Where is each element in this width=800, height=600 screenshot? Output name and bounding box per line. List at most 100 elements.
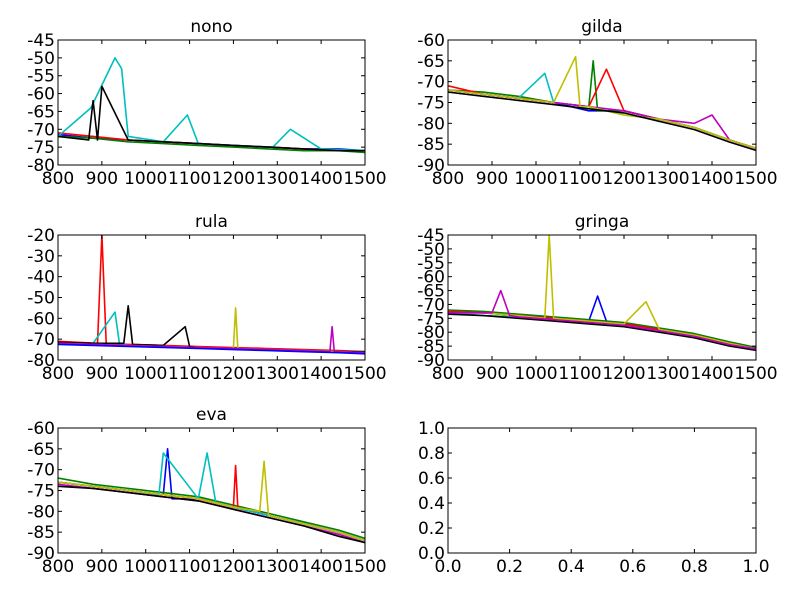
series-line-5 [58, 85, 365, 152]
plot-area [448, 428, 756, 553]
subplot-nono: 800 900 1000 1100 1200 1300 1400 1500-45-50-55-… [27, 17, 386, 189]
x-tick-label: 0.4 [558, 557, 585, 577]
series-line-4 [58, 57, 365, 152]
subplot-eva: 800 900 1000 1100 1200 1300 1400 1500-60-65-70-… [27, 405, 386, 577]
y-tick-label: -90 [417, 351, 445, 371]
x-tick-label: 1200 [602, 169, 645, 189]
x-tick-label: 1100 [168, 557, 211, 577]
y-tick-label: -65 [417, 282, 445, 302]
axes-frame [447, 234, 757, 361]
x-tick-label: 900 [86, 169, 118, 189]
x-tick-label: 1400 [690, 169, 733, 189]
x-tick-label: 1500 [343, 169, 386, 189]
series-line-6 [448, 55, 756, 150]
x-tick-label: 0.2 [496, 557, 523, 577]
x-tick-label: 1200 [212, 169, 255, 189]
series-line-5 [58, 325, 365, 354]
y-tick-label: -55 [27, 67, 55, 87]
series-line-6 [448, 313, 756, 352]
x-tick-label: 900 [86, 557, 118, 577]
y-tick-label: -85 [417, 135, 445, 155]
y-tick-label: -60 [27, 85, 55, 105]
y-tick-label: -80 [27, 156, 55, 176]
series-line-6 [58, 460, 365, 542]
x-tick-label: 0.8 [681, 557, 708, 577]
x-tick-label: 900 [476, 364, 508, 384]
series-line-1 [58, 235, 365, 353]
x-tick-label: 800 [42, 557, 74, 577]
plot-area [58, 235, 365, 360]
x-tick-label: 900 [476, 169, 508, 189]
x-tick-label: 1300 [256, 169, 299, 189]
subplot-rula: 800 900 1000 1100 1200 1300 1400 1500-20-30-40-… [27, 212, 386, 384]
x-tick-label: 1200 [602, 364, 645, 384]
x-tick-label: 1200 [212, 364, 255, 384]
x-tick-label: 1000 [514, 169, 557, 189]
series-line-5 [448, 235, 756, 350]
subplot-gilda: 800 900 1000 1100 1200 1300 1400 1500-60-65-70-… [417, 17, 777, 189]
x-tick-label: 1000 [124, 169, 167, 189]
y-tick-label: -60 [27, 419, 55, 439]
y-tick-label: -80 [27, 502, 55, 522]
x-tick-label: 800 [432, 364, 464, 384]
axes-frame [57, 39, 366, 166]
x-tick-label: 1300 [646, 169, 689, 189]
subplot-title: nono [190, 17, 232, 37]
y-tick-label: -75 [27, 482, 55, 502]
x-tick-label: 1.0 [742, 557, 769, 577]
subplot-title: gringa [575, 212, 630, 232]
x-tick-label: 1300 [646, 364, 689, 384]
x-tick-label: 800 [42, 169, 74, 189]
x-tick-label: 1100 [168, 169, 211, 189]
x-tick-label: 1400 [690, 364, 733, 384]
y-tick-label: -70 [27, 330, 55, 350]
y-tick-label: -40 [27, 268, 55, 288]
x-tick-label: 1100 [168, 364, 211, 384]
y-tick-label: -55 [417, 254, 445, 274]
plot-area [448, 40, 756, 165]
y-tick-label: -90 [417, 156, 445, 176]
x-tick-label: 1100 [558, 169, 601, 189]
y-tick-label: -50 [417, 240, 445, 260]
x-tick-label: 1500 [343, 557, 386, 577]
x-tick-label: 1300 [256, 364, 299, 384]
y-tick-label: -75 [417, 309, 445, 329]
y-tick-label: -85 [417, 337, 445, 357]
series-line-2 [448, 309, 756, 349]
subplot-gringa: 800 900 1000 1100 1200 1300 1400 1500-45-50-55-… [417, 212, 777, 384]
y-tick-label: 0.2 [418, 519, 445, 539]
y-tick-label: 0.8 [418, 444, 445, 464]
x-tick-label: 1000 [124, 557, 167, 577]
y-tick-label: -75 [27, 138, 55, 158]
subplot-title: eva [196, 405, 227, 425]
x-tick-label: 1400 [300, 557, 343, 577]
y-tick-label: -60 [27, 309, 55, 329]
y-tick-label: -50 [27, 289, 55, 309]
y-tick-label: -85 [27, 523, 55, 543]
y-tick-label: -20 [27, 226, 55, 246]
y-tick-label: -65 [27, 102, 55, 122]
y-tick-label: -30 [27, 247, 55, 267]
x-tick-label: 1500 [343, 364, 386, 384]
x-tick-label: 800 [432, 169, 464, 189]
x-tick-label: 900 [86, 364, 118, 384]
subplot-title: rula [195, 212, 228, 232]
x-tick-label: 1300 [256, 557, 299, 577]
y-tick-label: 0.4 [418, 494, 445, 514]
axes-frame [447, 427, 757, 554]
y-tick-label: 0.6 [418, 469, 445, 489]
y-tick-label: -70 [417, 295, 445, 315]
y-tick-label: -80 [417, 323, 445, 343]
series-line-7 [58, 485, 365, 544]
x-tick-label: 0.6 [619, 557, 646, 577]
x-tick-label: 1200 [212, 557, 255, 577]
subplot-empty: 0.0 0.2 0.4 0.6 0.8 1.0 1.0 0.8 0.6 0.4 0.2 0.0 [418, 419, 770, 577]
x-tick-label: 1400 [300, 169, 343, 189]
y-tick-label: -65 [417, 52, 445, 72]
subplot-title: gilda [581, 17, 622, 37]
x-tick-label: 1000 [124, 364, 167, 384]
y-tick-label: -75 [417, 94, 445, 114]
y-tick-label: -80 [417, 114, 445, 134]
y-tick-label: -50 [27, 49, 55, 69]
